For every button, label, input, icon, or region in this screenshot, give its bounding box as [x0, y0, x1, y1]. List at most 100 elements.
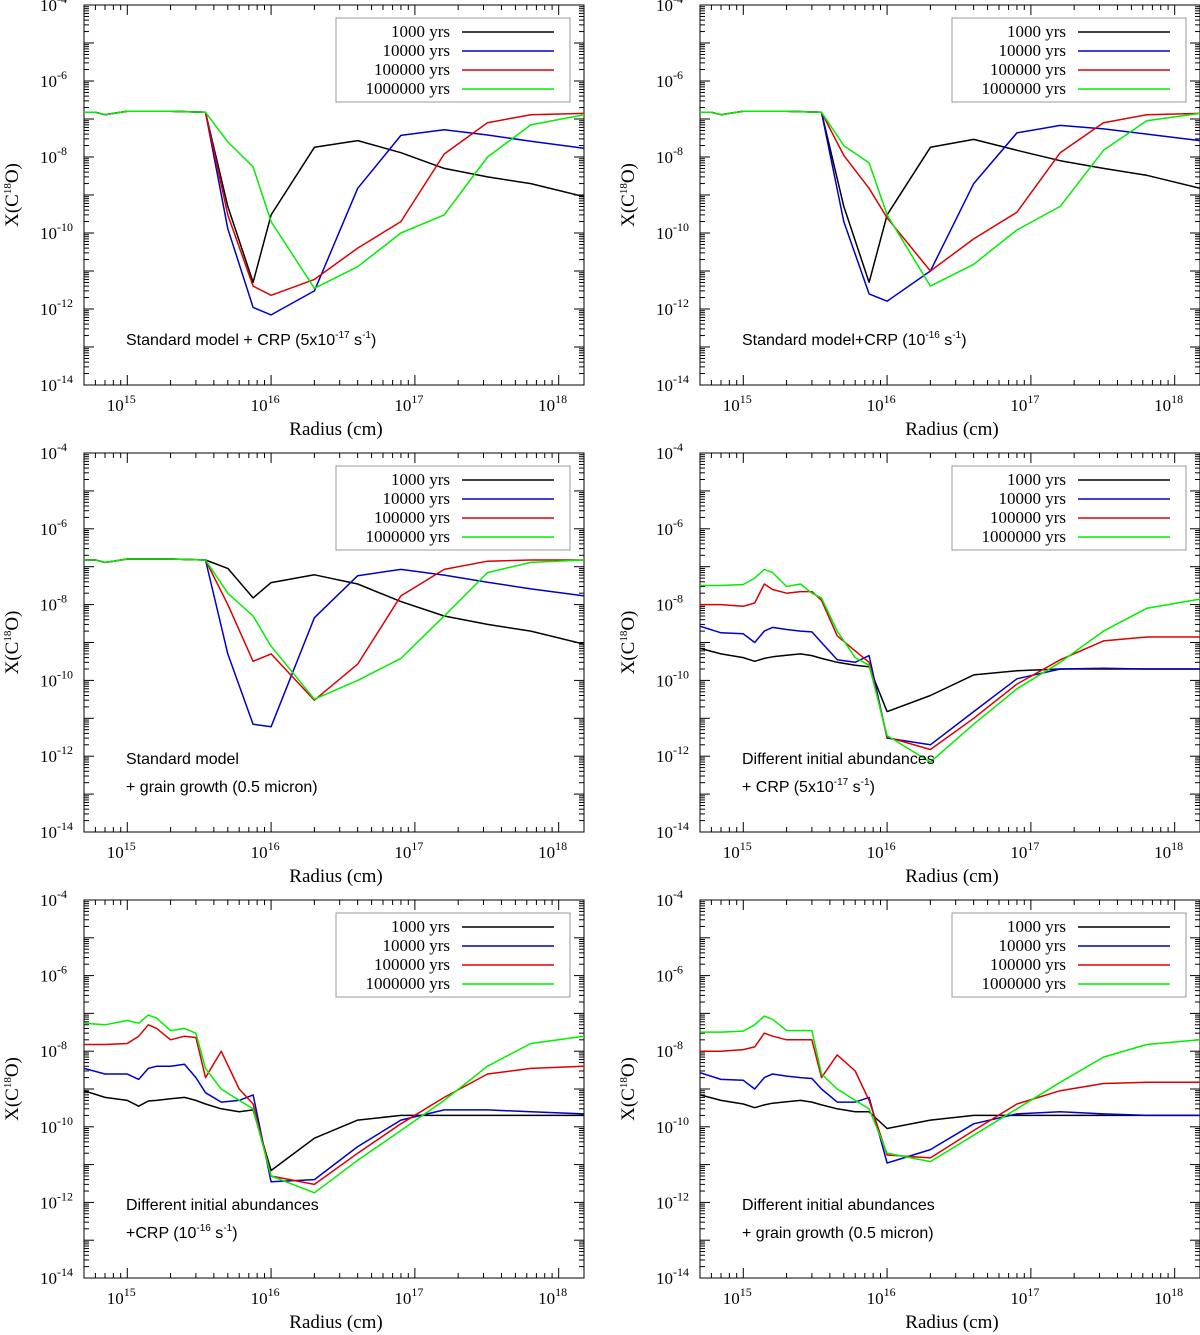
legend-label: 100000 yrs — [990, 955, 1066, 974]
y-tick-label: 10-6 — [40, 516, 67, 539]
series-line-100000-yrs — [84, 558, 584, 701]
x-tick-label: 1018 — [1154, 392, 1183, 415]
legend-label: 1000000 yrs — [365, 79, 450, 98]
y-tick-label: 10-14 — [656, 819, 689, 842]
y-tick-label: 10-10 — [40, 667, 73, 690]
legend-label: 1000000 yrs — [981, 527, 1066, 546]
x-tick-label: 1017 — [1010, 1285, 1039, 1308]
legend-label: 1000 yrs — [1007, 470, 1066, 489]
series-line-10000-yrs — [700, 625, 1200, 746]
panel-annotation: Standard model + CRP (5x10-17 s-1) — [126, 330, 376, 349]
x-tick-label: 1016 — [251, 839, 280, 862]
y-axis-label: X(C18O) — [2, 1057, 23, 1121]
y-tick-label: 10-14 — [656, 372, 689, 395]
y-tick-label: 10-4 — [656, 440, 683, 463]
y-tick-label: 10-12 — [656, 296, 689, 319]
y-tick-label: 10-6 — [40, 963, 67, 986]
panel-annotation: + grain growth (0.5 micron) — [126, 779, 318, 796]
chart-panel-1: 1015 1016 1017 1018 10-4 10-6 10-8 10-10 10-12 10… — [2, 0, 585, 440]
x-tick-label: 1015 — [107, 392, 136, 415]
x-tick-label: 1015 — [723, 392, 752, 415]
legend-label: 1000 yrs — [391, 917, 450, 936]
panel-annotation: Different initial abundances — [126, 1197, 319, 1214]
x-tick-label: 1016 — [251, 1285, 280, 1308]
legend-box — [335, 17, 571, 103]
series-line-10000-yrs — [700, 1071, 1200, 1164]
x-tick-label: 1018 — [538, 392, 567, 415]
legend-label: 100000 yrs — [990, 60, 1066, 79]
panel-annotation: Standard model+CRP (10-16 s-1) — [742, 330, 967, 349]
series-line-1000-yrs — [84, 110, 584, 284]
series-line-1000000-yrs — [84, 558, 584, 700]
series-line-100000-yrs — [700, 1032, 1200, 1159]
y-tick-label: 10-8 — [656, 1038, 683, 1061]
y-tick-label: 10-8 — [40, 144, 67, 167]
legend-label: 1000000 yrs — [365, 527, 450, 546]
series-line-1000000-yrs — [84, 110, 584, 290]
legend-label: 100000 yrs — [374, 508, 450, 527]
legend-label: 1000 yrs — [1007, 917, 1066, 936]
series-line-1000000-yrs — [700, 1015, 1200, 1163]
legend-label: 1000000 yrs — [981, 79, 1066, 98]
legend-label: 1000 yrs — [391, 22, 450, 41]
series-line-100000-yrs — [700, 583, 1200, 751]
y-axis-label: X(C18O) — [618, 611, 639, 675]
chart-panel-6: 1015 1016 1017 1018 10-4 10-6 10-8 10-10 10-12 10… — [618, 887, 1200, 1333]
series-group — [84, 1014, 584, 1194]
x-tick-label: 1015 — [107, 1285, 136, 1308]
x-axis-label: Radius (cm) — [905, 866, 998, 887]
y-axis-label: X(C18O) — [2, 611, 23, 675]
series-group — [700, 568, 1200, 763]
x-axis-label: Radius (cm) — [905, 1312, 998, 1333]
chart-panel-5: 1015 1016 1017 1018 10-4 10-6 10-8 10-10 10-12 10… — [2, 887, 585, 1333]
y-tick-label: 10-6 — [656, 516, 683, 539]
y-tick-label: 10-8 — [656, 592, 683, 615]
y-tick-label: 10-10 — [40, 1114, 73, 1137]
x-axis-label: Radius (cm) — [289, 419, 382, 440]
x-tick-label: 1016 — [867, 839, 896, 862]
legend-label: 100000 yrs — [374, 955, 450, 974]
series-line-1000000-yrs — [700, 110, 1200, 287]
y-tick-label: 10-6 — [40, 68, 67, 91]
legend-label: 100000 yrs — [374, 60, 450, 79]
y-tick-label: 10-14 — [40, 819, 73, 842]
series-group — [700, 110, 1200, 302]
x-tick-label: 1015 — [107, 839, 136, 862]
x-tick-label: 1017 — [1010, 839, 1039, 862]
x-tick-label: 1016 — [251, 392, 280, 415]
y-tick-label: 10-10 — [656, 1114, 689, 1137]
chart-panel-4: 1015 1016 1017 1018 10-4 10-6 10-8 10-10 10-12 10… — [618, 440, 1200, 887]
y-tick-label: 10-4 — [40, 440, 67, 463]
y-tick-label: 10-4 — [40, 0, 67, 15]
x-tick-label: 1016 — [867, 1285, 896, 1308]
y-tick-label: 10-4 — [656, 0, 683, 15]
legend-box — [951, 465, 1187, 551]
y-tick-label: 10-4 — [40, 887, 67, 910]
legend-label: 1000000 yrs — [365, 974, 450, 993]
y-tick-label: 10-14 — [40, 372, 73, 395]
x-tick-label: 1016 — [867, 392, 896, 415]
series-group — [84, 110, 584, 316]
y-tick-label: 10-6 — [656, 68, 683, 91]
y-tick-label: 10-8 — [656, 144, 683, 167]
legend-label: 10000 yrs — [382, 41, 450, 60]
x-tick-label: 1018 — [1154, 1285, 1183, 1308]
x-tick-label: 1017 — [1010, 392, 1039, 415]
panel-annotation: Standard model — [126, 751, 239, 768]
y-axis-label: X(C18O) — [618, 163, 639, 227]
x-tick-label: 1017 — [394, 392, 423, 415]
y-tick-label: 10-10 — [656, 667, 689, 690]
panel-annotation: +CRP (10-16 s-1) — [126, 1223, 238, 1242]
x-tick-label: 1015 — [723, 1285, 752, 1308]
x-tick-label: 1017 — [394, 1285, 423, 1308]
legend-label: 100000 yrs — [990, 508, 1066, 527]
legend-label: 10000 yrs — [998, 936, 1066, 955]
series-group — [700, 1015, 1200, 1164]
y-tick-label: 10-8 — [40, 592, 67, 615]
y-tick-label: 10-12 — [656, 1189, 689, 1212]
legend-label: 10000 yrs — [998, 41, 1066, 60]
